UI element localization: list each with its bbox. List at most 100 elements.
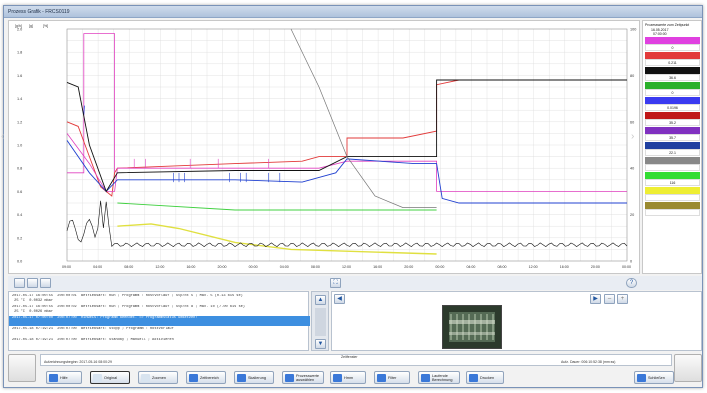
axis-header: [g/h] <box>15 24 22 28</box>
series-yellow <box>117 223 437 255</box>
bottom-toolbar: Hilfe Original Zoomen Zeitbereich Skalierung… <box>40 368 674 386</box>
legend-series-1[interactable] <box>645 52 700 59</box>
process-camera-image[interactable] <box>442 305 502 349</box>
toolbar-button-laufende-berechnung[interactable]: Laufende Berechnung <box>418 371 460 384</box>
toolbar-button-zoomen[interactable]: Zoomen <box>138 371 178 384</box>
legend-series-9[interactable] <box>645 172 700 179</box>
toolbar-icon <box>421 374 430 382</box>
toolbar-button-zeitbereich[interactable]: Zeitbereich <box>186 371 226 384</box>
x-tick-label: 00:00 <box>249 265 258 269</box>
legend-value-9: 116 <box>645 179 700 186</box>
toolbar-button-hilfe[interactable]: Hilfe <box>46 371 82 384</box>
scroll-down-button[interactable]: ▼ <box>315 339 326 349</box>
legend-time: 07:00:00 <box>653 32 667 36</box>
log-timestamp: 2017-05-18 07:19:21 200:07:00 <box>12 327 82 331</box>
toolbar-button-drucken[interactable]: Drucken <box>466 371 504 384</box>
legend-series-7[interactable] <box>645 142 700 149</box>
image-next-button[interactable]: ▶ <box>590 294 601 304</box>
log-row[interactable]: 2017-05-17 16:00:55 200:00:02 Betriebsar… <box>9 305 310 315</box>
toolbar-icon <box>285 374 294 382</box>
log-scrollbar[interactable]: ▲ ▼ <box>311 291 329 351</box>
legend-series-3[interactable] <box>645 82 700 89</box>
toolbar-icon <box>333 374 342 382</box>
x-tick-label: 08:00 <box>124 265 133 269</box>
chart-prev-arrow-icon[interactable]: ‹ <box>1 131 5 142</box>
toolbar-button-skalierung[interactable]: Skalierung <box>234 371 274 384</box>
x-tick-label: 12:00 <box>342 265 351 269</box>
series-black <box>66 79 627 193</box>
legend-value-7: 22.1 <box>645 149 700 156</box>
log-timestamp: 2017-05-17 16:00:55 200:00:02 <box>12 305 82 309</box>
legend-value-8 <box>645 164 700 171</box>
x-tick-label: 08:00 <box>311 265 320 269</box>
right-tick-label: 80 <box>630 74 634 78</box>
chart-next-arrow-icon[interactable]: › <box>631 131 635 142</box>
toolbar-button-label: Prozesswerte auswählen <box>296 373 320 383</box>
toolbar-button-label: Zeitbereich <box>200 375 219 380</box>
side-right-button[interactable] <box>674 354 702 382</box>
fullscreen-button[interactable]: ⛶ <box>330 278 341 288</box>
y-tick-label: 1.0 <box>17 144 22 148</box>
toolbar-button-label: Filter <box>388 375 397 380</box>
toolbar-icon <box>469 374 478 382</box>
legend-series-5[interactable] <box>645 112 700 119</box>
toolbar-button-label: Laufende Berechnung <box>432 373 453 383</box>
legend-series-0[interactable] <box>645 37 700 44</box>
legend-series-2[interactable] <box>645 67 700 74</box>
legend-value-5: 35.2 <box>645 119 700 126</box>
image-prev-button[interactable]: ◀ <box>334 294 345 304</box>
scroll-thumb[interactable] <box>315 308 326 336</box>
window-titlebar[interactable]: Prozess Grafik - FRCS0119 <box>4 6 702 18</box>
log-row[interactable]: 2017-05-17 16:00:55 200:00:01 Betriebsar… <box>9 294 310 304</box>
toolbar-button-label: Hmm <box>344 375 354 380</box>
series-pink <box>66 133 627 192</box>
recording-start: Aufzeichnungsbeginn: 2017-05-16 08:00:29 <box>44 360 112 364</box>
log-text: Betriebsart: Stopp ; Programm : Rostvorl… <box>81 327 174 331</box>
log-row[interactable]: 2017-05-18 07:19:21 200:07:00 Betriebsar… <box>9 327 310 337</box>
toolbar-button-label: Original <box>104 375 118 380</box>
log-text: Betriebsart: Run ; Programm : Rostvorlau… <box>14 305 245 314</box>
toolbar-button-filter[interactable]: Filter <box>374 371 410 384</box>
x-tick-label: 20:00 <box>591 265 600 269</box>
view-button-3[interactable] <box>40 278 51 288</box>
image-zoom-out-button[interactable]: – <box>604 294 615 304</box>
chart-canvas[interactable]: 2.0 1.8 1.6 1.4 1.2 1.0 0.8 0.6 0.4 0.2 0.0 100 80 60… <box>9 21 641 275</box>
scroll-up-button[interactable]: ▲ <box>315 295 326 305</box>
legend-series-6[interactable] <box>645 127 700 134</box>
side-left-button[interactable] <box>8 354 36 382</box>
time-window-info: Zeitfenster Aufzeichnungsbeginn: 2017-05… <box>40 354 672 366</box>
log-timestamp: 2017-05-17 07:00:00 200:07:00 <box>12 316 82 320</box>
x-tick-label: 12:00 <box>529 265 538 269</box>
y-tick-label: 0.2 <box>17 236 22 240</box>
toolbar-button-label: Skalierung <box>248 375 266 380</box>
toolbar-button-hmm[interactable]: Hmm <box>330 371 366 384</box>
process-chart[interactable]: 2.0 1.8 1.6 1.4 1.2 1.0 0.8 0.6 0.4 0.2 0.0 100 80 60… <box>8 20 640 274</box>
event-log[interactable]: 2017-05-17 16:00:55 200:00:01 Betriebsar… <box>8 291 310 351</box>
x-tick-label: 20:00 <box>218 265 227 269</box>
view-button-2[interactable] <box>27 278 38 288</box>
legend-date: 16.05.2017 <box>651 28 669 32</box>
legend-value-3: 0 <box>645 89 700 96</box>
log-timestamp: 2017-05-17 16:00:55 200:00:01 <box>12 294 82 298</box>
legend-value-0: 0 <box>645 44 700 51</box>
axis-header: [g] <box>29 24 33 28</box>
legend-series-8[interactable] <box>645 157 700 164</box>
x-tick-label: 04:00 <box>93 265 102 269</box>
toolbar-icon <box>237 374 246 382</box>
info-title: Zeitfenster <box>341 355 358 359</box>
toolbar-button-schlie-en[interactable]: Schließen <box>634 371 674 384</box>
log-row[interactable]: 2017-05-18 07:19:21 200:07:00 Betriebsar… <box>9 338 310 348</box>
right-tick-label: 40 <box>630 167 634 171</box>
toolbar-button-original[interactable]: Original <box>90 371 130 384</box>
view-button-1[interactable] <box>14 278 25 288</box>
help-round-button[interactable]: ? <box>626 278 637 288</box>
image-zoom-in-button[interactable]: + <box>617 294 628 304</box>
toolbar-button-prozesswerte-ausw-hlen[interactable]: Prozesswerte auswählen <box>282 371 324 384</box>
log-row[interactable]: 2017-05-17 07:00:00 200:07:00 Hinweis: P… <box>9 316 310 326</box>
toolbar-button-label: Drucken <box>480 375 495 380</box>
toolbar-icon <box>637 374 646 382</box>
legend-series-4[interactable] <box>645 97 700 104</box>
legend-series-11[interactable] <box>645 202 700 209</box>
legend-value-11 <box>645 209 700 216</box>
legend-series-10[interactable] <box>645 187 700 194</box>
